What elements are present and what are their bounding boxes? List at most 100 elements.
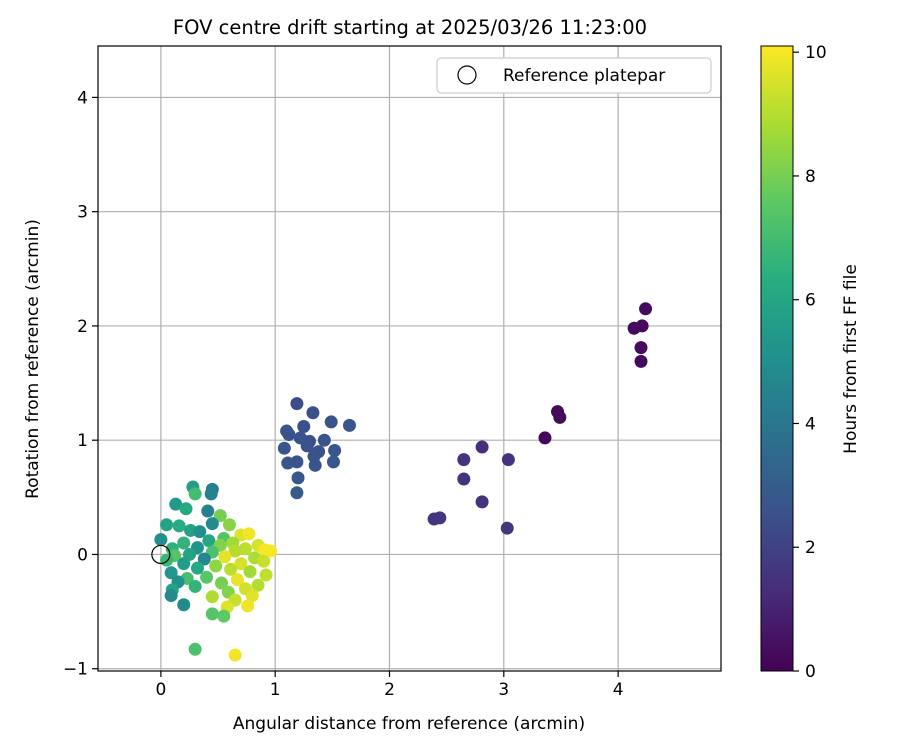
data-point bbox=[188, 642, 202, 656]
colorbar-tick-label: 2 bbox=[805, 538, 816, 558]
data-point bbox=[164, 589, 178, 603]
data-point bbox=[634, 354, 648, 368]
data-point bbox=[308, 458, 322, 472]
data-point bbox=[306, 406, 320, 420]
data-point bbox=[205, 517, 219, 531]
data-point bbox=[241, 599, 255, 613]
data-point bbox=[213, 509, 227, 523]
data-point bbox=[251, 578, 265, 592]
data-point bbox=[164, 566, 178, 580]
data-point bbox=[193, 525, 207, 539]
data-point bbox=[179, 502, 193, 516]
data-point bbox=[214, 576, 228, 590]
data-point bbox=[457, 472, 471, 486]
data-point bbox=[217, 609, 231, 623]
data-point bbox=[177, 557, 191, 571]
data-point bbox=[228, 648, 242, 662]
y-axis-ticks: −1 0 1 2 3 4 bbox=[63, 88, 98, 680]
colorbar-label: Hours from first FF file bbox=[841, 264, 861, 454]
data-point bbox=[205, 607, 219, 621]
data-point bbox=[264, 544, 278, 558]
data-point bbox=[342, 418, 356, 432]
y-tick-label: 4 bbox=[77, 88, 88, 108]
data-point bbox=[154, 533, 168, 547]
y-tick-label: 2 bbox=[77, 317, 88, 337]
x-tick-label: 2 bbox=[384, 680, 395, 700]
data-point bbox=[538, 431, 552, 445]
x-tick-label: 3 bbox=[498, 680, 509, 700]
legend: Reference platepar bbox=[436, 57, 712, 94]
data-point bbox=[500, 521, 514, 535]
data-point bbox=[281, 456, 295, 470]
data-point bbox=[169, 497, 183, 511]
x-tick-label: 1 bbox=[270, 680, 281, 700]
data-point bbox=[291, 471, 305, 485]
data-point bbox=[238, 542, 252, 556]
data-point bbox=[297, 419, 311, 433]
colorbar-tick-label: 10 bbox=[805, 43, 827, 63]
data-point bbox=[197, 552, 211, 566]
x-axis-ticks: 0 1 2 3 4 bbox=[155, 671, 624, 700]
colorbar-tick-label: 8 bbox=[805, 167, 816, 187]
x-axis-label: Angular distance from reference (arcmin) bbox=[233, 714, 585, 734]
plot-area: 0 1 2 3 4 −1 0 1 2 3 4 bbox=[63, 45, 722, 700]
data-point bbox=[160, 518, 174, 532]
data-point bbox=[475, 495, 489, 509]
data-point bbox=[634, 341, 648, 355]
data-point bbox=[259, 568, 273, 582]
data-point bbox=[290, 397, 304, 411]
data-point bbox=[242, 527, 256, 541]
colorbar-tick-label: 4 bbox=[805, 414, 816, 434]
x-tick-label: 0 bbox=[155, 680, 166, 700]
data-point bbox=[639, 302, 653, 316]
grid bbox=[98, 46, 721, 671]
data-point bbox=[245, 589, 259, 603]
y-tick-label: 3 bbox=[77, 203, 88, 223]
data-point bbox=[200, 570, 214, 584]
data-point bbox=[218, 550, 232, 564]
data-point bbox=[222, 518, 236, 532]
data-point bbox=[160, 553, 174, 567]
colorbar: 0 2 4 6 8 10 Hours from first FF file bbox=[760, 43, 861, 682]
data-point bbox=[177, 598, 191, 612]
data-point bbox=[172, 519, 186, 533]
legend-label: Reference platepar bbox=[503, 66, 665, 86]
data-point bbox=[317, 433, 331, 447]
y-tick-label: 0 bbox=[77, 545, 88, 565]
colorbar-gradient bbox=[760, 45, 794, 672]
data-points bbox=[154, 302, 653, 662]
data-point bbox=[433, 511, 447, 525]
data-point bbox=[326, 455, 340, 469]
data-point bbox=[300, 439, 314, 453]
data-point bbox=[328, 443, 342, 457]
data-point bbox=[324, 415, 338, 429]
y-axis-label: Rotation from reference (arcmin) bbox=[23, 219, 43, 499]
data-point bbox=[209, 559, 223, 573]
colorbar-ticks: 0 2 4 6 8 10 bbox=[793, 43, 827, 682]
data-point bbox=[457, 453, 471, 467]
data-point bbox=[282, 427, 296, 441]
data-point bbox=[257, 554, 271, 568]
data-point bbox=[205, 590, 219, 604]
y-tick-label: −1 bbox=[63, 660, 88, 680]
data-point bbox=[177, 536, 191, 550]
data-point bbox=[201, 504, 215, 518]
y-tick-label: 1 bbox=[77, 431, 88, 451]
data-point bbox=[202, 534, 216, 548]
data-point bbox=[290, 486, 304, 500]
data-point bbox=[188, 579, 202, 593]
data-point bbox=[188, 487, 202, 501]
data-point bbox=[224, 562, 238, 576]
chart-title: FOV centre drift starting at 2025/03/26 … bbox=[173, 16, 647, 39]
colorbar-tick-label: 0 bbox=[805, 662, 816, 682]
data-point bbox=[475, 440, 489, 454]
data-point bbox=[553, 410, 567, 424]
data-point bbox=[243, 565, 257, 579]
data-point bbox=[204, 487, 218, 501]
data-point bbox=[277, 441, 291, 455]
reference-platepar-marker bbox=[151, 544, 171, 565]
data-point bbox=[190, 561, 204, 575]
legend-marker bbox=[457, 65, 477, 85]
data-point bbox=[230, 573, 244, 587]
